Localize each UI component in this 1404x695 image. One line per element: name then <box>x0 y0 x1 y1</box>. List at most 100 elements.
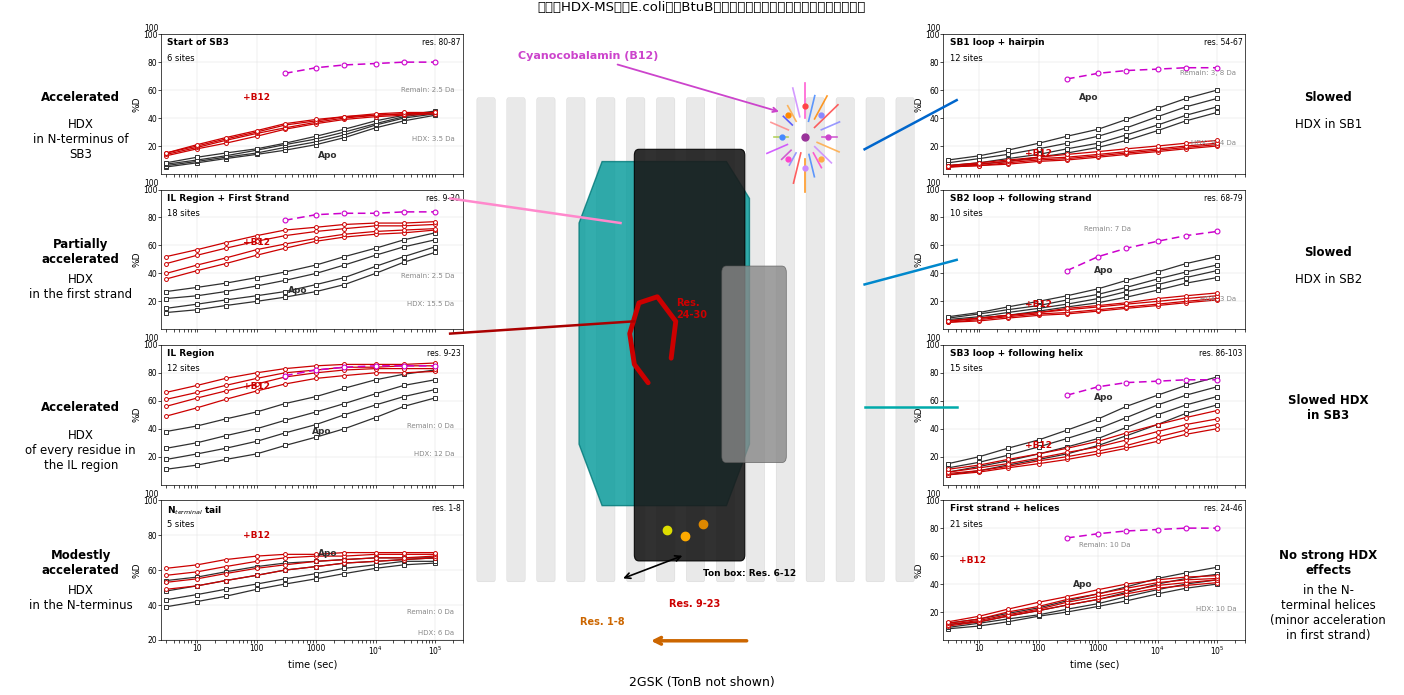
Text: res. 9-30: res. 9-30 <box>427 194 461 203</box>
Text: +B12: +B12 <box>243 530 270 539</box>
Text: First strand + helices: First strand + helices <box>949 505 1059 514</box>
FancyBboxPatch shape <box>536 98 555 582</box>
Text: res. 1-8: res. 1-8 <box>431 505 461 514</box>
FancyBboxPatch shape <box>747 98 765 582</box>
Text: +B12: +B12 <box>959 556 986 565</box>
Text: +B12: +B12 <box>243 382 270 391</box>
Text: res. 24-46: res. 24-46 <box>1203 505 1243 514</box>
Text: SB3 loop + following helix: SB3 loop + following helix <box>949 349 1082 358</box>
FancyBboxPatch shape <box>776 98 795 582</box>
Text: Apo: Apo <box>319 152 338 161</box>
Text: HDX: 3 Da: HDX: 3 Da <box>1200 295 1237 302</box>
Text: Remain: 2.5 Da: Remain: 2.5 Da <box>400 87 455 93</box>
Text: 100: 100 <box>145 490 159 499</box>
Text: No strong HDX
effects: No strong HDX effects <box>1279 549 1377 577</box>
Text: Apo: Apo <box>312 427 331 436</box>
Text: Slowed: Slowed <box>1304 246 1352 259</box>
FancyBboxPatch shape <box>626 98 644 582</box>
Text: Apo: Apo <box>319 549 338 558</box>
Text: 2GSK (TonB not shown): 2GSK (TonB not shown) <box>629 676 775 689</box>
FancyBboxPatch shape <box>806 98 824 582</box>
Text: 100: 100 <box>927 24 941 33</box>
Text: res. 80-87: res. 80-87 <box>421 38 461 47</box>
Text: +B12: +B12 <box>1025 149 1052 158</box>
X-axis label: time (sec): time (sec) <box>288 660 337 669</box>
Text: IL Region + First Strand: IL Region + First Strand <box>167 194 289 203</box>
Text: 利用HDX-MS揭示E.coli外膜BtuB词腻结构域结合配体时的别构和去折叠效应: 利用HDX-MS揭示E.coli外膜BtuB词腻结构域结合配体时的别构和去折叠效… <box>538 1 866 15</box>
Text: Accelerated: Accelerated <box>41 90 121 104</box>
Text: Slowed HDX
in SB3: Slowed HDX in SB3 <box>1287 394 1369 422</box>
Text: 100: 100 <box>145 334 159 343</box>
Text: HDX: 12 Da: HDX: 12 Da <box>414 451 455 457</box>
Text: 21 sites: 21 sites <box>949 520 983 529</box>
FancyBboxPatch shape <box>866 98 885 582</box>
Text: Remain: 3, 8 Da: Remain: 3, 8 Da <box>1181 70 1237 76</box>
FancyBboxPatch shape <box>567 98 585 582</box>
Y-axis label: %D: %D <box>132 562 142 578</box>
Polygon shape <box>578 161 750 506</box>
Text: Remain: 10 Da: Remain: 10 Da <box>1080 542 1130 548</box>
Text: 12 sites: 12 sites <box>949 54 983 63</box>
Text: Apo: Apo <box>288 286 307 295</box>
FancyBboxPatch shape <box>507 98 525 582</box>
Text: HDX
in the N-terminus: HDX in the N-terminus <box>29 584 132 612</box>
Text: 18 sites: 18 sites <box>167 209 201 218</box>
Text: res. 86-103: res. 86-103 <box>1199 349 1243 358</box>
Text: Remain: 7 Da: Remain: 7 Da <box>1084 226 1130 231</box>
Text: Ton box: Res. 6-12: Ton box: Res. 6-12 <box>703 569 796 578</box>
Text: 12 sites: 12 sites <box>167 364 201 373</box>
Text: 10 sites: 10 sites <box>949 209 983 218</box>
Y-axis label: %D: %D <box>914 97 924 112</box>
FancyBboxPatch shape <box>657 98 675 582</box>
Text: Apo: Apo <box>1080 92 1099 101</box>
FancyBboxPatch shape <box>687 98 705 582</box>
Text: SB2 loop + following strand: SB2 loop + following strand <box>949 194 1091 203</box>
FancyBboxPatch shape <box>635 149 746 561</box>
Y-axis label: %D: %D <box>914 407 924 423</box>
Text: HDX: 9, 4 Da: HDX: 9, 4 Da <box>1191 140 1237 146</box>
Text: Partially
accelerated: Partially accelerated <box>42 238 119 266</box>
Text: Remain: 0 Da: Remain: 0 Da <box>407 423 455 429</box>
Y-axis label: %D: %D <box>132 252 142 267</box>
Text: +B12: +B12 <box>243 92 270 101</box>
FancyBboxPatch shape <box>835 98 855 582</box>
Text: Res. 1-8: Res. 1-8 <box>580 617 625 628</box>
Text: res. 54-67: res. 54-67 <box>1203 38 1243 47</box>
Text: Remain: 0 Da: Remain: 0 Da <box>407 609 455 615</box>
Text: HDX
in N-terminus of
SB3: HDX in N-terminus of SB3 <box>32 118 129 161</box>
Text: Slowed: Slowed <box>1304 90 1352 104</box>
Text: HDX: 3.5 Da: HDX: 3.5 Da <box>411 136 455 142</box>
Text: Apo: Apo <box>1095 266 1113 275</box>
FancyBboxPatch shape <box>716 98 734 582</box>
Text: 100: 100 <box>927 179 941 188</box>
Text: HDX in SB2: HDX in SB2 <box>1294 273 1362 286</box>
Text: 5 sites: 5 sites <box>167 520 195 529</box>
Text: +B12: +B12 <box>1025 300 1052 309</box>
Text: 100: 100 <box>927 490 941 499</box>
Text: in the N-
terminal helices
(minor acceleration
in first strand): in the N- terminal helices (minor accele… <box>1271 584 1386 642</box>
Y-axis label: %D: %D <box>914 562 924 578</box>
Text: Accelerated: Accelerated <box>41 401 121 414</box>
Y-axis label: %D: %D <box>132 97 142 112</box>
Text: Cyanocobalamin (B12): Cyanocobalamin (B12) <box>518 51 776 112</box>
Text: +B12: +B12 <box>1025 441 1052 450</box>
Text: HDX: 10 Da: HDX: 10 Da <box>1196 606 1237 612</box>
Text: HDX in SB1: HDX in SB1 <box>1294 118 1362 131</box>
Text: Apo: Apo <box>1073 580 1092 589</box>
Text: 15 sites: 15 sites <box>949 364 983 373</box>
Text: 100: 100 <box>927 334 941 343</box>
Text: Apo: Apo <box>1095 393 1113 402</box>
Text: N$_{terminal}$ tail: N$_{terminal}$ tail <box>167 505 223 517</box>
Text: HDX: 15.5 Da: HDX: 15.5 Da <box>407 301 455 307</box>
Y-axis label: %D: %D <box>914 252 924 267</box>
Text: HDX: 6 Da: HDX: 6 Da <box>418 630 455 636</box>
Text: Res. 9-23: Res. 9-23 <box>668 599 720 609</box>
Text: IL Region: IL Region <box>167 349 215 358</box>
X-axis label: time (sec): time (sec) <box>1070 660 1119 669</box>
Text: Start of SB3: Start of SB3 <box>167 38 229 47</box>
Text: Modestly
accelerated: Modestly accelerated <box>42 549 119 577</box>
Text: res. 68-79: res. 68-79 <box>1203 194 1243 203</box>
Text: HDX
in the first strand: HDX in the first strand <box>29 273 132 302</box>
Text: 100: 100 <box>145 179 159 188</box>
Text: res. 9-23: res. 9-23 <box>427 349 461 358</box>
